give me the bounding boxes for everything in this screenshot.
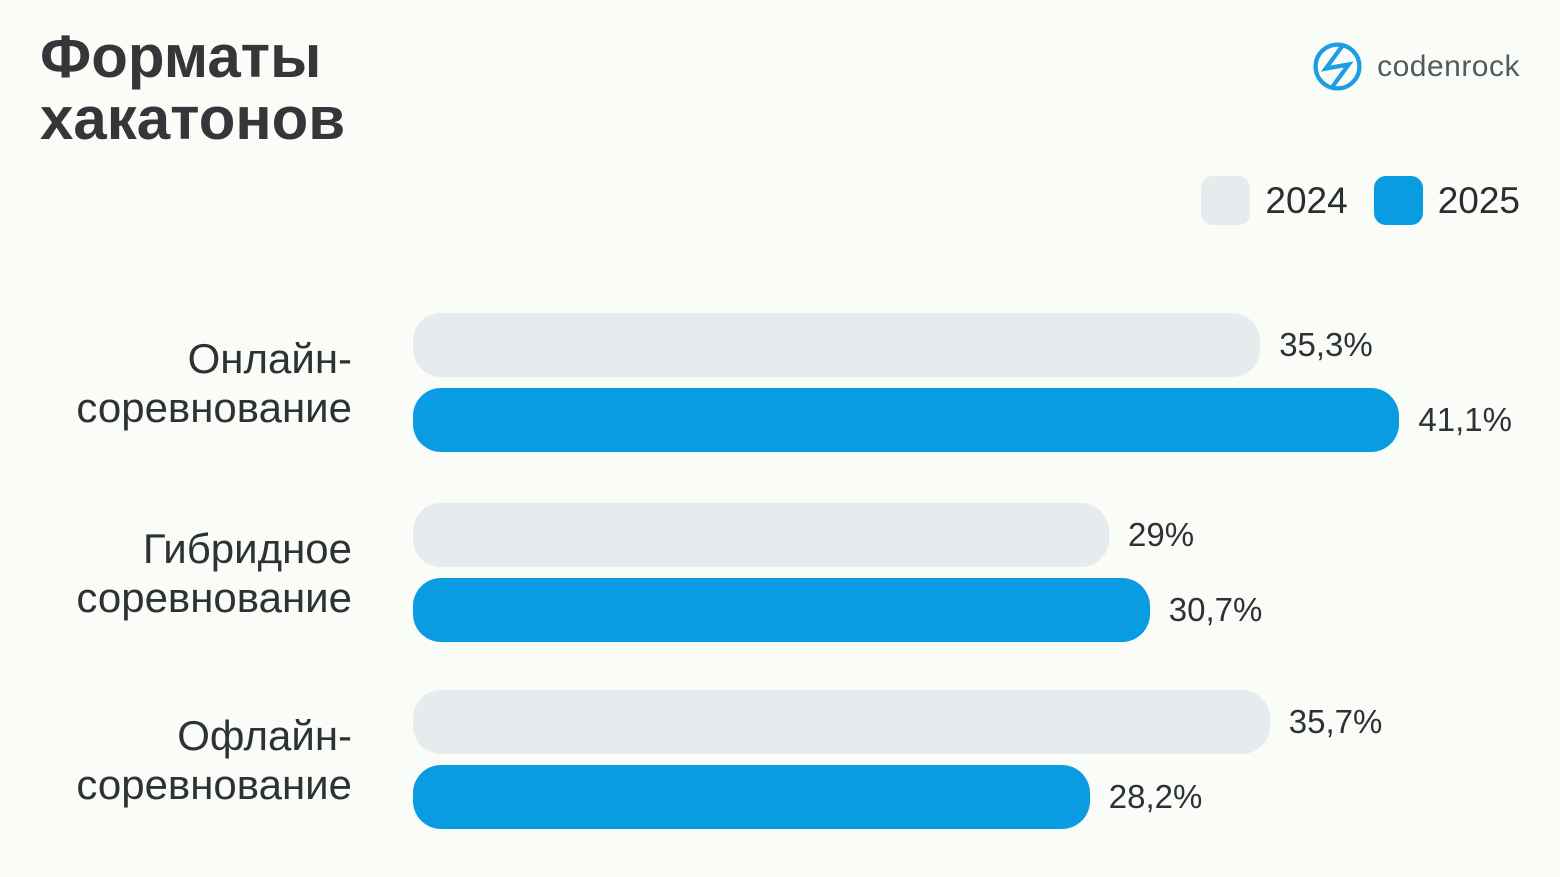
category-label: Офлайн- соревнование (76, 711, 352, 808)
value-label: 35,3% (1279, 326, 1373, 363)
value-label: 30,7% (1168, 591, 1263, 628)
chart-row-group-hybrid: Гибридное соревнование 29% 30,7% (0, 503, 1560, 645)
chart-row-group-online: Онлайн- соревнование 35,3% 41,1% (0, 313, 1560, 455)
legend-item-2024: 2024 (1201, 176, 1348, 225)
bar-2025-hybrid (413, 578, 1150, 642)
codenrock-bolt-circle-icon (1313, 42, 1362, 91)
bar-row-2024: 35,3% (413, 313, 1512, 377)
category-label: Онлайн- соревнование (76, 334, 352, 431)
page-title: Форматы хакатонов (40, 23, 346, 152)
bar-2025-offline (413, 765, 1090, 829)
value-label: 41,1% (1418, 401, 1512, 438)
logo-wordmark: codenrock (1377, 49, 1520, 83)
legend-label-2025: 2025 (1437, 179, 1520, 221)
chart-row-group-offline: Офлайн- соревнование 35,7% 28,2% (0, 690, 1560, 832)
chart-legend: 2024 2025 (1201, 176, 1520, 225)
legend-item-2025: 2025 (1373, 176, 1520, 225)
legend-label-2024: 2024 (1265, 179, 1348, 221)
bar-row-2024: 29% (413, 503, 1262, 567)
bar-2024-online (413, 313, 1261, 377)
bar-2024-offline (413, 690, 1270, 754)
value-label: 29% (1128, 516, 1195, 553)
bar-row-2025: 28,2% (413, 765, 1382, 829)
value-label: 35,7% (1288, 703, 1383, 740)
bar-row-2025: 30,7% (413, 578, 1262, 642)
legend-swatch-2025 (1373, 176, 1423, 225)
value-label: 28,2% (1108, 778, 1203, 815)
category-label: Гибридное соревнование (76, 524, 352, 621)
bar-2024-hybrid (413, 503, 1109, 567)
bar-row-2025: 41,1% (413, 388, 1512, 452)
bar-2025-online (413, 388, 1400, 452)
legend-swatch-2024 (1201, 176, 1251, 225)
codenrock-logo: codenrock (1311, 40, 1520, 93)
bar-row-2024: 35,7% (413, 690, 1382, 754)
